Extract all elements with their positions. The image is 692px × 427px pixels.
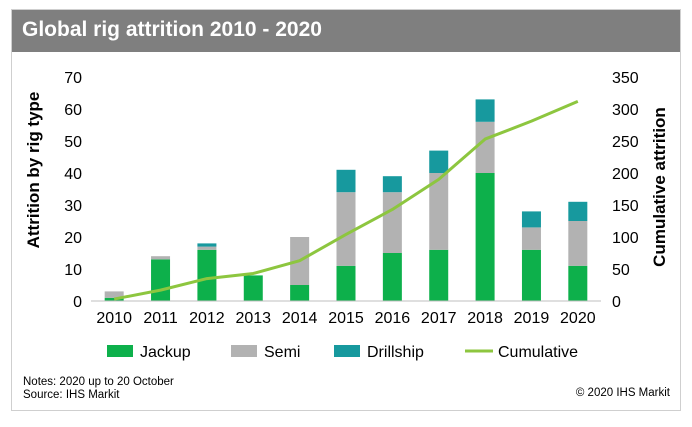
left-tick-label: 70 bbox=[64, 70, 82, 87]
jackup-legend-swatch bbox=[107, 345, 133, 357]
semi-bar bbox=[197, 246, 217, 250]
semi-legend-swatch bbox=[231, 345, 257, 357]
semi-bar bbox=[336, 192, 356, 266]
right-tick-label: 350 bbox=[612, 70, 639, 87]
drillship-bar bbox=[197, 243, 217, 247]
left-tick-label: 40 bbox=[64, 166, 82, 183]
jackup-bar bbox=[290, 285, 310, 301]
jackup-bar bbox=[336, 265, 356, 301]
cumulative-line-layer bbox=[113, 99, 579, 301]
semi-bar bbox=[429, 173, 449, 250]
x-tick-label: 2013 bbox=[235, 310, 271, 327]
y-axis-label: Attrition by rig type bbox=[24, 92, 43, 249]
jackup-bar bbox=[151, 259, 171, 301]
right-tick-label: 150 bbox=[612, 198, 639, 215]
right-tick-label: 200 bbox=[612, 166, 639, 183]
right-tick-label: 0 bbox=[612, 294, 621, 311]
x-tick-label: 2010 bbox=[96, 310, 132, 327]
x-tick-label: 2018 bbox=[467, 310, 503, 327]
semi-bar bbox=[521, 227, 541, 250]
left-tick-label: 10 bbox=[64, 262, 82, 279]
left-tick-label: 0 bbox=[73, 294, 82, 311]
title-bar: Global rig attrition 2010 - 2020 bbox=[12, 10, 680, 52]
jackup-bar bbox=[568, 265, 588, 301]
source-line: Source: IHS Markit bbox=[23, 389, 120, 401]
rig-attrition-chart: 0 10 20 30 40 50 60 70 0 50 100 150 200 250 300 350 20… bbox=[24, 70, 669, 361]
legend-label: Cumulative bbox=[498, 344, 578, 361]
chart-card: Global rig attrition 2010 - 2020 0 10 20 30… bbox=[11, 9, 681, 411]
x-tick-label: 2016 bbox=[375, 310, 411, 327]
legend: Jackup Semi Drillship Cumulative bbox=[107, 344, 578, 361]
notes-line: Notes: 2020 up to 20 October bbox=[23, 376, 174, 388]
right-axis-ticks: 0 50 100 150 200 250 300 350 bbox=[612, 70, 639, 311]
chart-title: Global rig attrition 2010 - 2020 bbox=[22, 18, 322, 41]
x-tick-label: 2017 bbox=[421, 310, 457, 327]
right-tick-label: 100 bbox=[612, 230, 639, 247]
x-tick-label: 2015 bbox=[328, 310, 364, 327]
drillship-bar bbox=[521, 211, 541, 228]
left-tick-label: 20 bbox=[64, 230, 82, 247]
notes: Notes: 2020 up to 20 October Source: IHS… bbox=[23, 376, 174, 402]
left-tick-label: 50 bbox=[64, 134, 82, 151]
semi-bar bbox=[475, 121, 495, 173]
jackup-bar bbox=[475, 173, 495, 301]
legend-label: Semi bbox=[264, 344, 300, 361]
semi-bar bbox=[151, 256, 171, 260]
jackup-bar bbox=[197, 249, 217, 301]
left-axis-ticks: 0 10 20 30 40 50 60 70 bbox=[64, 70, 82, 311]
drillship-legend-swatch bbox=[334, 345, 360, 357]
right-tick-label: 250 bbox=[612, 134, 639, 151]
left-tick-label: 30 bbox=[64, 198, 82, 215]
x-tick-label: 2012 bbox=[189, 310, 225, 327]
x-tick-label: 2011 bbox=[143, 310, 178, 327]
drillship-bar bbox=[429, 150, 449, 173]
drillship-bar bbox=[382, 176, 402, 193]
x-tick-label: 2020 bbox=[560, 310, 596, 327]
jackup-bar bbox=[104, 297, 124, 301]
x-axis-tick-labels: 2010 2011 2012 2013 2014 2015 2016 2017 2018 2019… bbox=[96, 310, 595, 327]
drillship-bar bbox=[475, 99, 495, 122]
jackup-bar bbox=[429, 249, 449, 301]
jackup-bar bbox=[521, 249, 541, 301]
y2-axis-label: Cumulative attrition bbox=[650, 107, 669, 267]
x-tick-label: 2019 bbox=[514, 310, 550, 327]
bar-series bbox=[104, 99, 588, 301]
drillship-bar bbox=[568, 201, 588, 221]
right-tick-label: 300 bbox=[612, 102, 639, 119]
legend-label: Drillship bbox=[367, 344, 424, 361]
jackup-bar bbox=[382, 253, 402, 301]
semi-bar bbox=[568, 221, 588, 266]
right-tick-label: 50 bbox=[612, 262, 630, 279]
legend-label: Jackup bbox=[140, 344, 191, 361]
drillship-bar bbox=[336, 169, 356, 193]
semi-bar bbox=[104, 291, 124, 298]
copyright: © 2020 IHS Markit bbox=[575, 387, 670, 399]
jackup-bar bbox=[243, 275, 263, 301]
x-tick-label: 2014 bbox=[282, 310, 318, 327]
semi-bar bbox=[382, 192, 402, 253]
left-tick-label: 60 bbox=[64, 102, 82, 119]
